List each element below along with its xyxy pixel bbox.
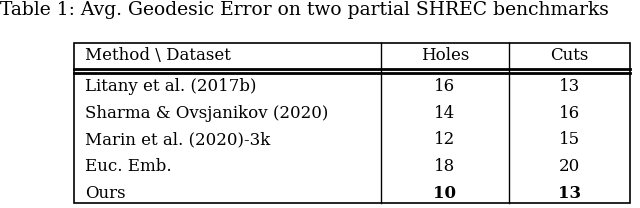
Text: Holes: Holes <box>420 47 469 64</box>
Text: 13: 13 <box>559 78 580 95</box>
Text: 12: 12 <box>434 131 456 148</box>
Text: Sharma & Ovsjanikov (2020): Sharma & Ovsjanikov (2020) <box>85 105 328 122</box>
Text: Litany et al. (2017b): Litany et al. (2017b) <box>85 78 257 95</box>
Text: 16: 16 <box>434 78 456 95</box>
Text: Ours: Ours <box>85 185 125 202</box>
Text: 20: 20 <box>559 158 580 175</box>
Text: 14: 14 <box>434 105 456 122</box>
Text: Marin et al. (2020)-3k: Marin et al. (2020)-3k <box>85 131 270 148</box>
Text: 15: 15 <box>559 131 580 148</box>
Text: Euc. Emb.: Euc. Emb. <box>85 158 172 175</box>
Text: 18: 18 <box>434 158 456 175</box>
Text: Cuts: Cuts <box>550 47 589 64</box>
Text: 16: 16 <box>559 105 580 122</box>
Text: Table 1: Avg. Geodesic Error on two partial SHREC benchmarks: Table 1: Avg. Geodesic Error on two part… <box>0 1 609 19</box>
Text: 10: 10 <box>433 185 456 202</box>
Text: 13: 13 <box>558 185 581 202</box>
Text: Method \ Dataset: Method \ Dataset <box>85 47 231 64</box>
